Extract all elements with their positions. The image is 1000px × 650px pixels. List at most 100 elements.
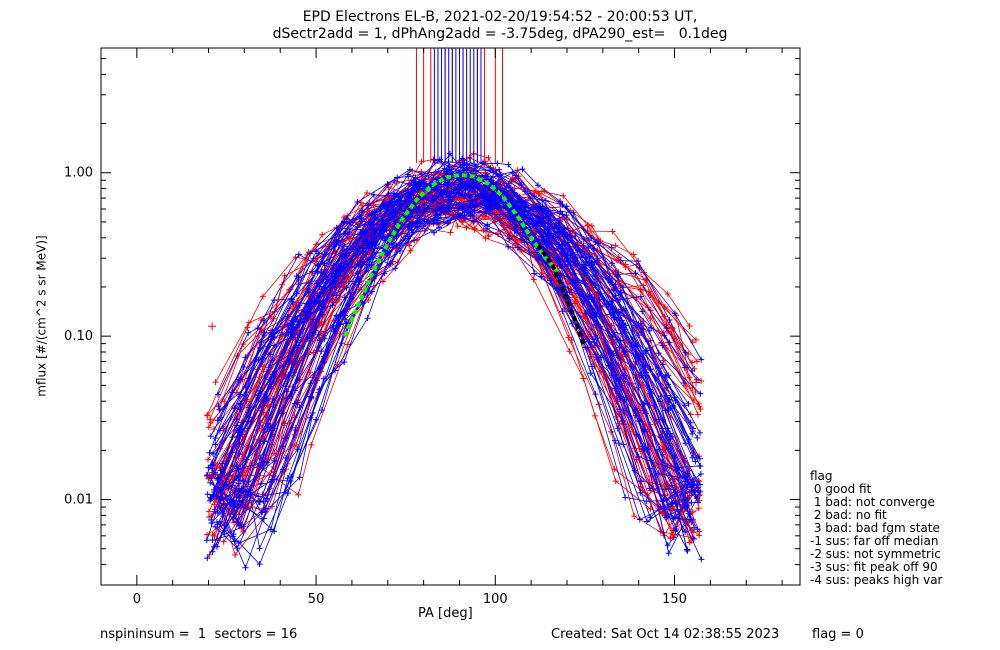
data-point-marker <box>205 475 212 482</box>
data-point-marker <box>639 401 646 408</box>
data-point-marker <box>668 500 675 507</box>
data-point-marker <box>413 208 420 215</box>
data-point-marker <box>313 258 320 265</box>
data-point-marker <box>321 260 328 267</box>
data-point-marker <box>207 479 214 486</box>
data-point-marker <box>694 434 701 441</box>
data-point-marker <box>204 412 211 419</box>
data-point-marker <box>694 526 701 533</box>
data-point-marker <box>580 293 587 300</box>
data-point-marker <box>234 519 241 526</box>
data-point-marker <box>692 336 699 343</box>
data-point-marker <box>209 537 216 544</box>
spectrum-line-blue <box>210 199 688 565</box>
vertical-spikes <box>415 48 503 163</box>
data-point-marker <box>622 494 629 501</box>
data-point-marker <box>240 363 247 370</box>
data-point-marker <box>557 245 564 252</box>
data-point-marker <box>645 327 652 334</box>
data-point-marker <box>580 375 587 382</box>
data-point-marker <box>229 498 236 505</box>
data-point-marker <box>683 546 690 553</box>
data-point-marker <box>635 258 642 265</box>
data-point-marker <box>304 300 311 307</box>
data-point-marker <box>686 374 693 381</box>
data-point-marker <box>661 332 668 339</box>
data-point-marker <box>668 482 675 489</box>
x-axis-label: PA [deg] <box>418 606 473 621</box>
data-point-marker <box>690 477 697 484</box>
data-point-marker <box>693 454 700 461</box>
legend-item: 3 bad: bad fgm state <box>810 521 940 535</box>
data-point-marker <box>336 263 343 270</box>
data-point-marker <box>691 524 698 531</box>
data-point-marker <box>214 417 221 424</box>
data-point-marker <box>695 505 702 512</box>
data-point-marker <box>284 490 291 497</box>
data-point-marker <box>390 213 397 220</box>
spectrum-line-blue <box>216 183 688 543</box>
data-point-marker <box>482 235 489 242</box>
data-point-marker <box>647 337 654 344</box>
data-point-marker <box>462 191 469 198</box>
data-point-marker <box>690 535 697 542</box>
data-point-marker <box>396 202 403 209</box>
data-point-marker <box>341 273 348 280</box>
data-point-marker <box>493 200 500 207</box>
spectrum-line-blue <box>217 174 701 555</box>
data-point-marker <box>662 407 669 414</box>
data-point-marker <box>279 410 286 417</box>
data-point-marker <box>542 209 549 216</box>
data-point-marker <box>615 271 622 278</box>
plot-frame <box>100 47 801 586</box>
data-point-marker <box>261 438 268 445</box>
data-point-marker <box>586 338 593 345</box>
data-point-marker <box>256 545 263 552</box>
data-point-marker <box>406 242 413 249</box>
data-point-marker <box>445 180 452 187</box>
data-point-marker <box>309 268 316 275</box>
data-point-marker <box>592 310 599 317</box>
data-point-marker <box>613 336 620 343</box>
data-point-marker <box>205 424 212 431</box>
data-point-marker <box>229 389 236 396</box>
data-point-marker <box>616 321 623 328</box>
data-point-marker <box>567 252 574 259</box>
data-point-marker <box>615 440 622 447</box>
data-point-marker <box>242 564 249 571</box>
data-point-marker <box>470 219 477 226</box>
data-point-marker <box>260 515 267 522</box>
data-point-marker <box>310 316 317 323</box>
data-point-marker <box>658 339 665 346</box>
data-point-marker <box>315 331 322 338</box>
legend-item: -2 sus: not symmetric <box>810 547 941 561</box>
data-point-marker <box>513 172 520 179</box>
data-point-marker <box>439 193 446 200</box>
data-point-marker <box>263 397 270 404</box>
data-point-marker <box>684 547 691 554</box>
data-point-marker <box>514 244 521 251</box>
data-point-marker <box>586 293 593 300</box>
data-point-marker <box>236 432 243 439</box>
data-point-marker <box>682 528 689 535</box>
data-point-marker <box>459 205 466 212</box>
spectrum-line-blue <box>219 183 695 569</box>
data-point-marker <box>660 357 667 364</box>
data-point-marker <box>440 205 447 212</box>
data-point-marker <box>393 233 400 240</box>
data-point-marker <box>565 334 572 341</box>
data-point-marker <box>212 441 219 448</box>
data-point-marker <box>330 278 337 285</box>
legend-item: 0 good fit <box>810 482 872 496</box>
data-point-marker <box>245 319 252 326</box>
data-point-marker <box>655 350 662 357</box>
data-point-marker <box>245 375 252 382</box>
data-point-marker <box>484 221 491 228</box>
data-point-marker <box>414 223 421 230</box>
data-point-marker <box>405 171 412 178</box>
data-point-marker <box>591 251 598 258</box>
y-axis-label: mflux [#/(cm^2 s sr MeV)] <box>34 235 49 397</box>
data-point-marker <box>631 467 638 474</box>
data-point-marker <box>254 325 261 332</box>
data-point-marker <box>672 397 679 404</box>
